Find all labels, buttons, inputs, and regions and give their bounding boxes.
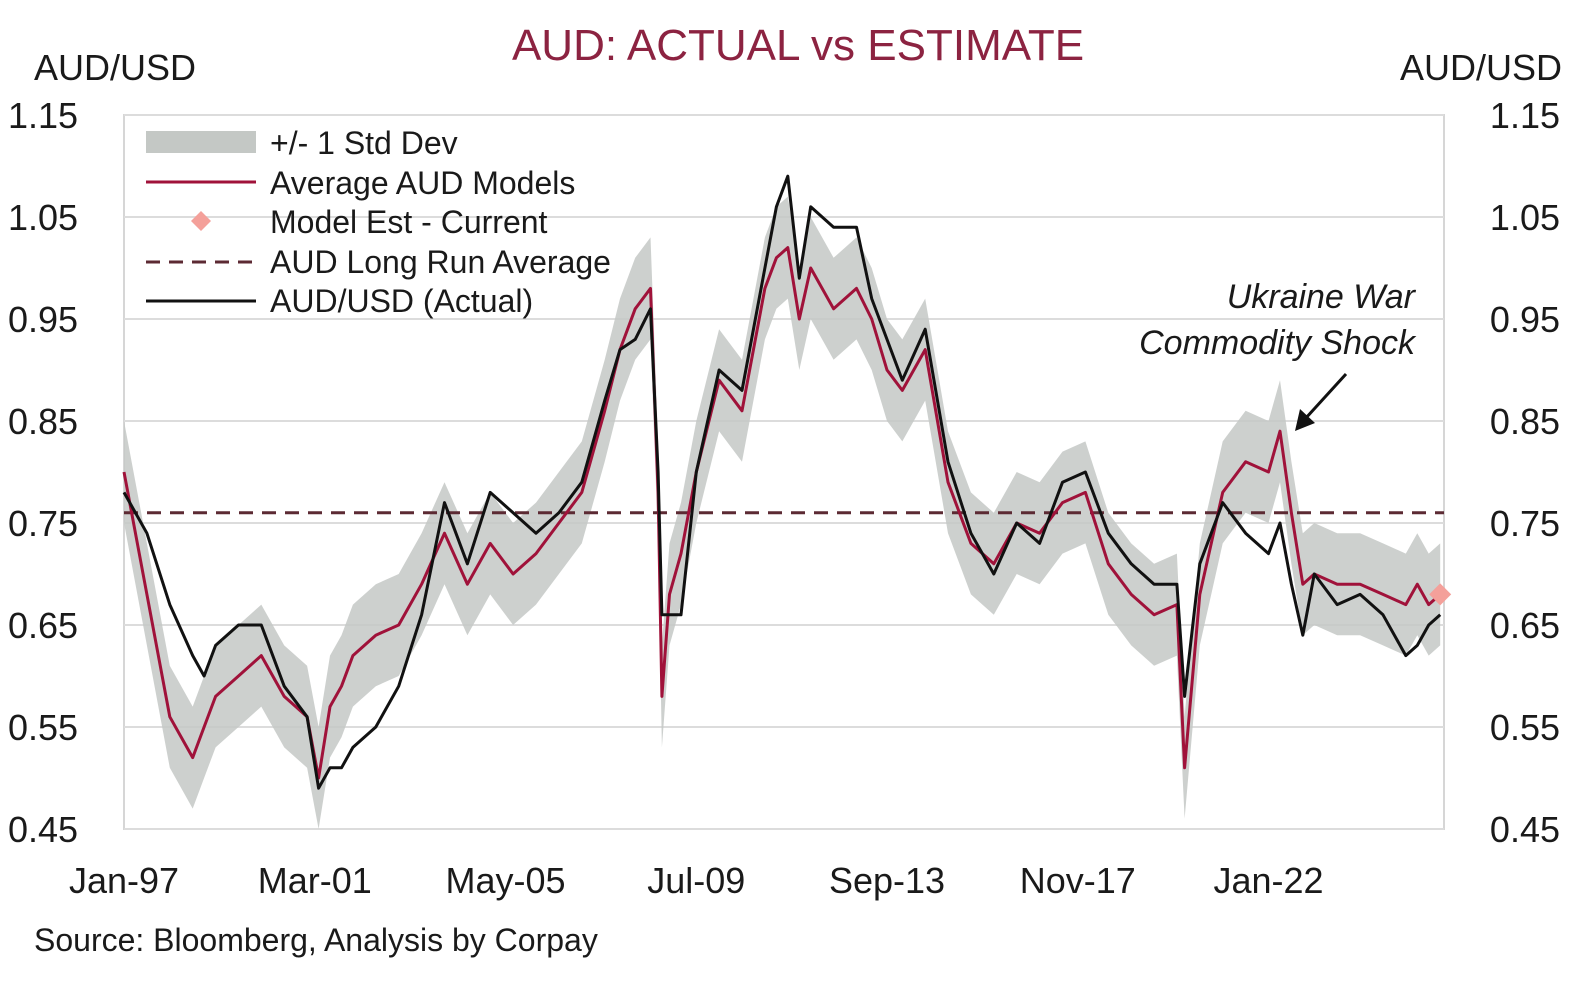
- legend-label-actual: AUD/USD (Actual): [270, 283, 533, 319]
- y-ticks-right: 1.15 1.05 0.95 0.85 0.75 0.65 0.55 0.45: [1490, 95, 1560, 850]
- annotation-line-2: Commodity Shock: [1139, 324, 1417, 362]
- current-estimate-marker: [1429, 583, 1452, 606]
- y-tick-label-left: 0.85: [8, 401, 78, 442]
- series-line-actual: [122, 174, 1442, 790]
- y-tick-label-left: 0.45: [8, 809, 78, 850]
- y-tick-label-right: 1.05: [1490, 197, 1560, 238]
- legend: +/- 1 Std Dev Average AUD Models Model E…: [146, 125, 611, 319]
- y-tick-label-left: 0.95: [8, 299, 78, 340]
- chart-title: AUD: ACTUAL vs ESTIMATE: [512, 21, 1084, 70]
- y-tick-label-right: 0.85: [1490, 401, 1560, 442]
- annotation-arrow-shaft: [1303, 372, 1348, 421]
- current-layer: [1429, 583, 1452, 606]
- annotation: Ukraine War Commodity Shock: [1139, 278, 1417, 431]
- y-tick-label-left: 0.55: [8, 707, 78, 748]
- x-tick-label: Jan-97: [69, 860, 179, 901]
- legend-label-current: Model Est - Current: [270, 204, 548, 240]
- annotation-line-1: Ukraine War: [1227, 278, 1417, 316]
- y-axis-label-left: AUD/USD: [34, 47, 196, 88]
- legend-label-band: +/- 1 Std Dev: [270, 125, 458, 161]
- actual-layer: [122, 174, 1442, 790]
- y-tick-label-right: 1.15: [1490, 95, 1560, 136]
- y-tick-label-right: 0.95: [1490, 299, 1560, 340]
- x-tick-label: Mar-01: [258, 860, 372, 901]
- y-tick-label-right: 0.45: [1490, 809, 1560, 850]
- annotation-arrow-head: [1295, 409, 1315, 431]
- x-tick-label: Sep-13: [829, 860, 945, 901]
- legend-swatch-band: [146, 131, 256, 153]
- y-tick-label-left: 0.65: [8, 605, 78, 646]
- x-tick-label: Jul-09: [647, 860, 745, 901]
- y-tick-label-right: 0.55: [1490, 707, 1560, 748]
- legend-label-model: Average AUD Models: [270, 165, 575, 201]
- source-note: Source: Bloomberg, Analysis by Corpay: [34, 922, 598, 958]
- y-axis-label-right: AUD/USD: [1400, 47, 1562, 88]
- y-tick-label-left: 1.15: [8, 95, 78, 136]
- y-tick-label-right: 0.75: [1490, 503, 1560, 544]
- y-tick-label-right: 0.65: [1490, 605, 1560, 646]
- legend-swatch-current: [191, 211, 211, 231]
- model-layer: [122, 246, 1442, 780]
- x-ticks: Jan-97 Mar-01 May-05 Jul-09 Sep-13 Nov-17 Jan-…: [69, 860, 1324, 901]
- x-tick-label: Jan-22: [1213, 860, 1323, 901]
- x-tick-label: Nov-17: [1020, 860, 1136, 901]
- y-tick-label-left: 0.75: [8, 503, 78, 544]
- legend-label-lra: AUD Long Run Average: [270, 244, 611, 280]
- x-tick-label: May-05: [445, 860, 565, 901]
- series-line-model: [122, 246, 1442, 780]
- y-ticks-left: 1.15 1.05 0.95 0.85 0.75 0.65 0.55 0.45: [8, 95, 78, 850]
- y-tick-label-left: 1.05: [8, 197, 78, 238]
